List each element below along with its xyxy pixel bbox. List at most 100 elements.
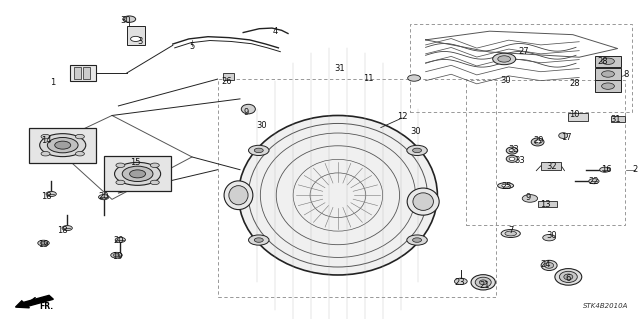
Circle shape	[62, 226, 72, 231]
Ellipse shape	[502, 184, 509, 187]
Circle shape	[131, 36, 141, 41]
Ellipse shape	[224, 181, 253, 210]
Text: 32: 32	[547, 162, 557, 171]
Bar	[29, 128, 96, 163]
Bar	[223, 73, 234, 80]
Text: 30: 30	[547, 231, 557, 240]
Ellipse shape	[531, 138, 544, 146]
Circle shape	[408, 75, 420, 81]
Text: 30: 30	[256, 121, 266, 130]
Text: 23: 23	[454, 278, 465, 287]
Text: 11: 11	[363, 74, 373, 83]
Circle shape	[600, 167, 610, 172]
Circle shape	[248, 145, 269, 155]
Text: 12: 12	[397, 112, 407, 121]
Circle shape	[150, 163, 159, 167]
Text: 25: 25	[502, 182, 512, 191]
Bar	[104, 156, 171, 191]
Text: 26: 26	[222, 77, 232, 86]
Circle shape	[413, 238, 422, 242]
Ellipse shape	[564, 274, 573, 280]
Text: 5: 5	[189, 42, 195, 51]
Circle shape	[46, 191, 56, 197]
Circle shape	[116, 163, 125, 167]
Bar	[70, 65, 96, 81]
Ellipse shape	[559, 271, 577, 283]
Circle shape	[493, 53, 516, 65]
Text: 31: 31	[611, 115, 621, 124]
Ellipse shape	[501, 230, 520, 237]
Bar	[538, 201, 557, 207]
Text: 27: 27	[518, 47, 529, 56]
Text: 28: 28	[570, 79, 580, 88]
Text: 33: 33	[508, 145, 518, 154]
Text: 20: 20	[99, 192, 109, 201]
Circle shape	[602, 58, 614, 64]
Bar	[568, 113, 588, 121]
Bar	[127, 26, 145, 45]
Circle shape	[602, 83, 614, 89]
Ellipse shape	[115, 162, 161, 185]
Bar	[595, 56, 621, 67]
Ellipse shape	[55, 141, 70, 149]
Text: 8: 8	[623, 70, 628, 79]
Bar	[410, 24, 632, 112]
Text: FR.: FR.	[39, 302, 53, 311]
Ellipse shape	[506, 147, 518, 154]
Text: 9: 9	[525, 193, 531, 202]
Text: 28: 28	[598, 57, 608, 66]
Ellipse shape	[239, 115, 437, 275]
Bar	[83, 67, 90, 79]
Bar	[74, 67, 81, 79]
Ellipse shape	[559, 133, 568, 138]
Bar	[595, 80, 621, 92]
Ellipse shape	[479, 280, 487, 285]
Ellipse shape	[506, 155, 518, 162]
Circle shape	[407, 235, 428, 245]
Text: 33: 33	[515, 156, 525, 165]
Circle shape	[113, 254, 120, 257]
Text: 10: 10	[570, 110, 580, 119]
Text: 30: 30	[411, 127, 421, 136]
Circle shape	[41, 134, 50, 139]
Text: 14: 14	[42, 137, 52, 145]
Text: 29: 29	[534, 137, 544, 145]
Ellipse shape	[555, 269, 582, 285]
FancyArrow shape	[15, 295, 53, 308]
Circle shape	[543, 234, 556, 241]
Text: 7: 7	[508, 226, 513, 235]
Text: 15: 15	[131, 158, 141, 167]
Ellipse shape	[47, 137, 78, 153]
Ellipse shape	[40, 134, 86, 157]
Ellipse shape	[122, 166, 153, 182]
Text: 20: 20	[113, 236, 124, 245]
Text: STK4B2010A: STK4B2010A	[583, 303, 628, 309]
Text: 9: 9	[244, 108, 249, 117]
Bar	[466, 80, 625, 225]
Ellipse shape	[505, 231, 516, 236]
Circle shape	[38, 240, 49, 246]
Circle shape	[522, 195, 538, 202]
Ellipse shape	[541, 260, 557, 271]
Ellipse shape	[129, 170, 146, 178]
Text: 19: 19	[112, 252, 122, 261]
Ellipse shape	[509, 157, 515, 161]
Ellipse shape	[229, 186, 248, 205]
Ellipse shape	[498, 183, 514, 189]
Bar	[541, 162, 561, 170]
Text: 3: 3	[137, 37, 142, 46]
Circle shape	[116, 180, 125, 185]
Circle shape	[111, 252, 122, 258]
Bar	[595, 68, 621, 80]
Text: 13: 13	[540, 200, 550, 209]
Ellipse shape	[471, 275, 495, 290]
Circle shape	[115, 237, 125, 242]
Text: 2: 2	[632, 165, 637, 174]
Circle shape	[254, 238, 263, 242]
Circle shape	[41, 152, 50, 156]
Text: 22: 22	[589, 177, 599, 186]
Text: 19: 19	[38, 240, 49, 249]
Circle shape	[407, 145, 428, 155]
Text: 18: 18	[42, 192, 52, 201]
Circle shape	[150, 180, 159, 185]
